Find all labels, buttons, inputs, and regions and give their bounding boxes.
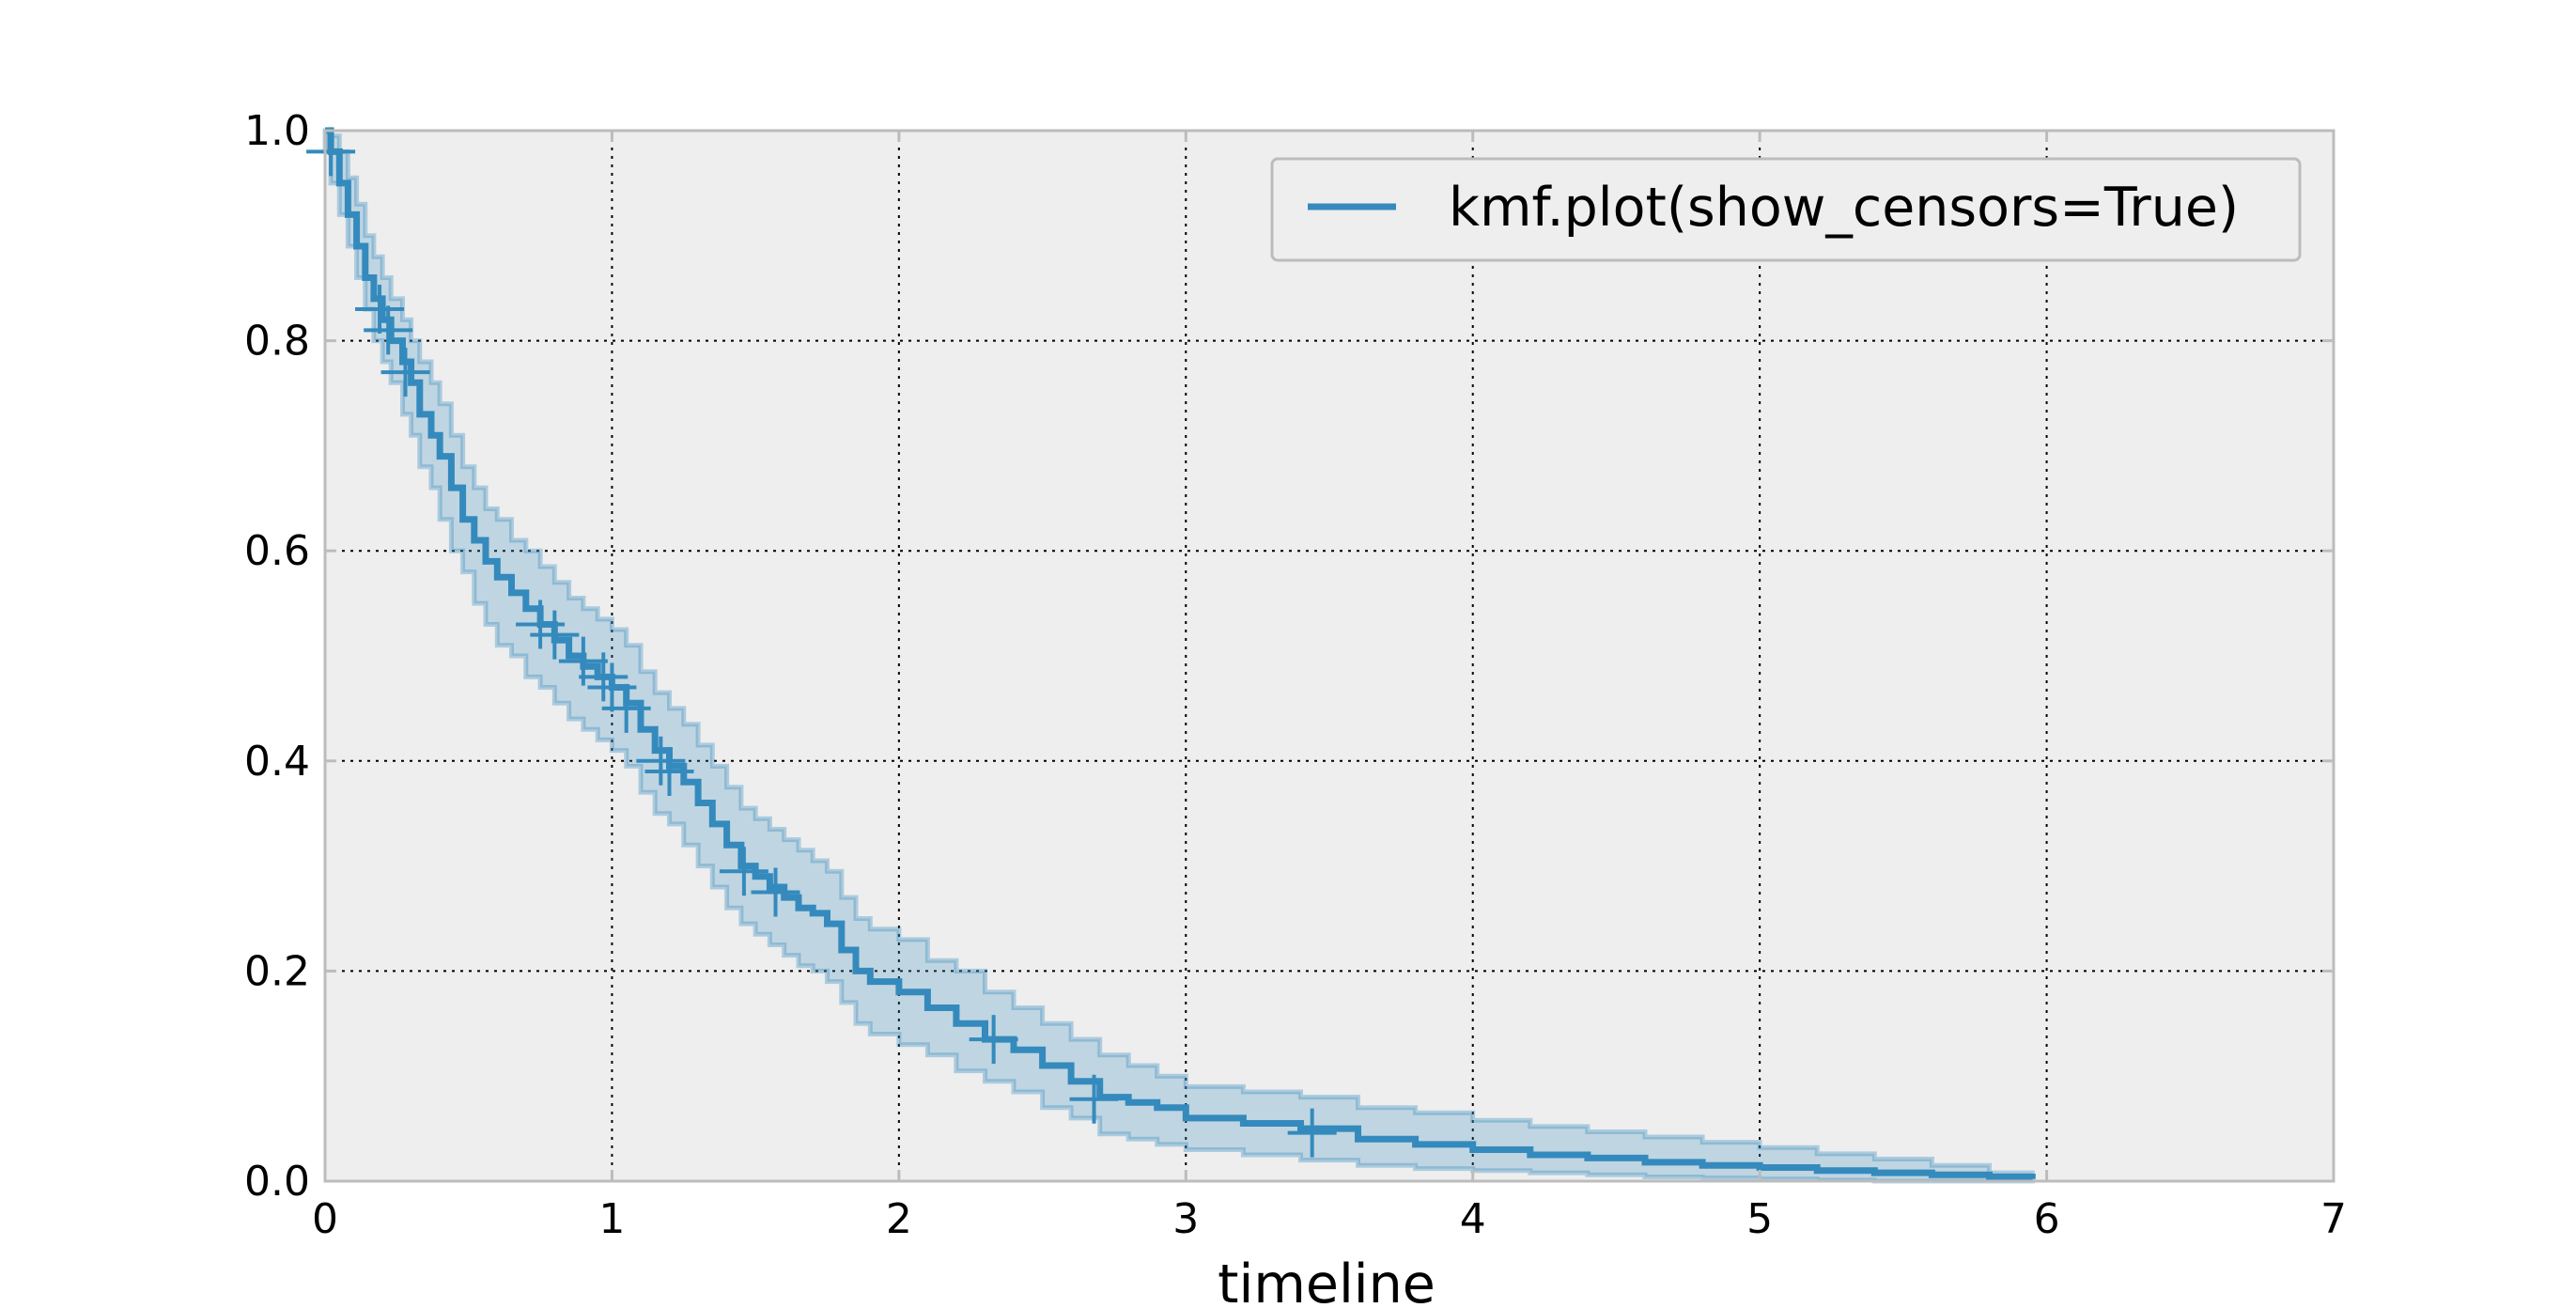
x-tick-label: 4: [1460, 1195, 1486, 1243]
plot-frame: [323, 129, 2335, 1183]
legend-box: [1270, 157, 2302, 262]
x-axis-title: timeline: [1218, 1254, 1435, 1308]
y-tick-label: 1.0: [244, 107, 310, 155]
y-tick-label: 0.0: [244, 1158, 310, 1206]
survival-line: [325, 127, 2036, 1180]
y-tick-label: 0.8: [244, 318, 310, 366]
confidence-band: [322, 128, 2035, 1184]
censor-marker: [355, 285, 405, 335]
censor-marker: [601, 683, 651, 733]
censor-marker: [380, 348, 430, 397]
x-tick-label: 2: [886, 1195, 912, 1243]
censor-marker: [530, 610, 580, 660]
censor-marker: [1287, 1108, 1337, 1158]
censor-marker: [969, 1015, 1018, 1065]
censor-marker: [516, 600, 566, 649]
x-tick-label: 5: [1746, 1195, 1773, 1243]
censor-marker: [644, 746, 694, 796]
censor-marker: [364, 305, 413, 355]
censor-marker: [587, 662, 637, 712]
x-tick-label: 1: [598, 1195, 625, 1243]
axis-ticks: [323, 129, 2335, 1183]
x-tick-label: 7: [2320, 1195, 2347, 1243]
y-tick-label: 0.4: [244, 738, 310, 786]
censor-marker: [306, 127, 356, 177]
plot-area: [325, 131, 2334, 1181]
y-tick-label: 0.6: [244, 527, 310, 575]
y-tick-labels: 0.0 0.2 0.4 0.6 0.8 1.0: [244, 107, 310, 1206]
censor-marker: [1069, 1074, 1119, 1124]
censor-marker: [751, 867, 800, 917]
x-tick-label: 6: [2034, 1195, 2060, 1243]
legend-label: kmf.plot(show_censors=True): [1449, 177, 2239, 239]
grid-lines: [325, 131, 2334, 1181]
x-tick-label: 3: [1172, 1195, 1199, 1243]
censor-marker: [579, 652, 628, 702]
x-tick-labels: 0 1 2 3 4 5 6 7: [312, 1195, 2347, 1243]
censor-marker: [636, 736, 686, 786]
censor-marker: [719, 847, 768, 896]
legend: kmf.plot(show_censors=True): [1270, 157, 2302, 262]
x-tick-label: 0: [312, 1195, 338, 1243]
censor-markers: [306, 127, 1337, 1158]
y-tick-label: 0.2: [244, 947, 310, 995]
